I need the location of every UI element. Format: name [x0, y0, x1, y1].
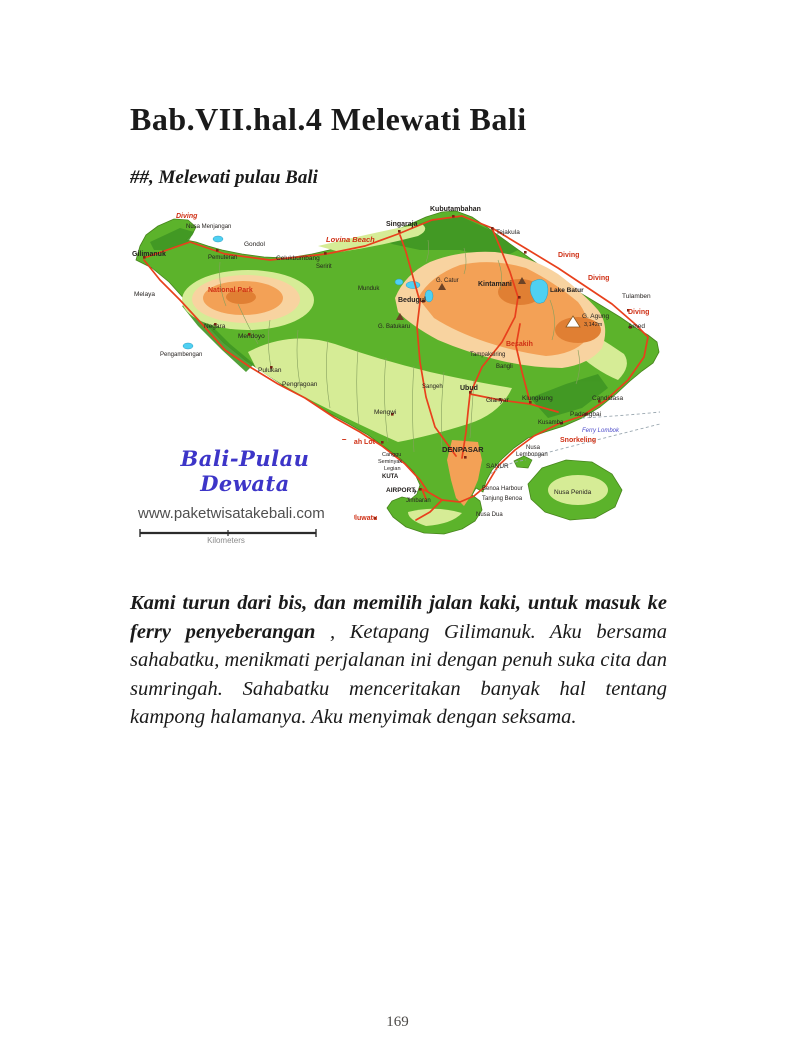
ferry-routes: [489, 411, 660, 475]
map-brand-title: Bali-Pulau Dewata: [180, 446, 310, 496]
map-label: Melaya: [134, 291, 155, 298]
lakes: [182, 235, 549, 350]
map-label: Kubutambahan: [430, 206, 481, 213]
map-label: Munduk: [358, 286, 380, 292]
map-label: Nusa Penida: [554, 489, 592, 496]
map-label: Candidasa: [592, 395, 623, 402]
map-label: Tulamben: [622, 293, 651, 300]
map-label: Snorkeling: [560, 437, 596, 444]
lake-beratan: [424, 289, 434, 303]
rivers: [219, 239, 580, 453]
map-label: Nusa Dua: [476, 512, 503, 518]
map-label: Diving: [588, 275, 609, 282]
map-label: Diving: [558, 252, 579, 259]
map-label: Jimbaran: [406, 498, 431, 504]
gunung-catur-peak: [438, 283, 446, 290]
map-label: 3,142m: [584, 322, 603, 328]
map-label: G. Batukaru: [378, 324, 410, 330]
nusa-lembongan-shape: [513, 455, 533, 469]
map-label: Kusamba: [538, 420, 564, 426]
map-label: Pengambengan: [160, 352, 202, 358]
map-scale-label: Kilometers: [207, 536, 245, 545]
airport-icon: ✈: [412, 489, 418, 496]
map-label: Gilimanuk: [132, 251, 166, 258]
map-label: Besakih: [506, 341, 533, 348]
map-label: Uluwatu: [350, 515, 377, 522]
map-label: Benoa Harbour: [482, 486, 523, 492]
map-label: Klungkung: [522, 395, 553, 402]
map-label: Tampaksiring: [470, 352, 505, 358]
map-watermark: Bali-Pulau Dewata www.paketwisatakebali.…: [136, 440, 354, 545]
map-labels: Diving Nusa Menjangan Gilimanuk Melaya Negar…: [132, 206, 651, 522]
map-label: Legian: [384, 466, 401, 472]
map-label: Pemuteran: [208, 255, 237, 261]
page-title: Bab.VII.hal.4 Melewati Bali: [130, 101, 527, 137]
map-label: Mengwi: [374, 409, 396, 416]
map-label: Amed: [628, 323, 645, 330]
map-label: Pengragoan: [282, 381, 318, 388]
map-label: Pulukan: [258, 367, 282, 374]
page-number: 169: [386, 1014, 409, 1030]
map-label: Negara: [204, 323, 226, 330]
map-label: Celukbumbang: [276, 255, 320, 262]
map-label: Ubud: [460, 385, 478, 392]
map-label: Lembongan: [516, 452, 548, 458]
page-subtitle: ##, Melewati pulau Bali: [130, 167, 318, 188]
map-label: Tejakula: [496, 229, 520, 236]
map-label: Seririt: [316, 264, 332, 270]
map-label: Nusa: [526, 445, 541, 451]
town-markers: [143, 215, 632, 520]
map-label: Bangli: [496, 364, 513, 370]
map-label: Sangeh: [422, 384, 443, 390]
map-label: Lake Batur: [550, 287, 584, 294]
lake-batur: [530, 279, 549, 304]
map-label: Nusa Menjangan: [186, 224, 231, 230]
map-label: DENPASAR: [442, 445, 484, 454]
map-label: G. Agung: [582, 313, 609, 320]
bali-map-image: ✈ Diving Nusa Menjangan Gilimanuk Melaya Neg…: [132, 206, 660, 535]
map-label: AIRPORT: [386, 487, 415, 494]
map-label: G. Catur: [436, 278, 459, 284]
map-label: Bedugul: [398, 297, 426, 304]
body-paragraph: Kami turun dari bis, dan memilih jalan k…: [130, 589, 667, 732]
map-label: Gianyar: [486, 397, 510, 404]
lake-tamblingan: [394, 278, 404, 286]
map-label: Lovina Beach: [326, 235, 375, 244]
map-label: Kintamani: [478, 281, 512, 288]
bali-map-figure: ✈ Diving Nusa Menjangan Gilimanuk Melaya Neg…: [130, 202, 660, 545]
map-label: SANUR: [486, 463, 509, 470]
map-label: Ferry Lombok: [582, 428, 620, 434]
map-scale-bar: [138, 528, 354, 538]
paragraph-bold-lead: Kami turun dari bis, dan memilih jalan k…: [130, 592, 667, 643]
map-label: National Park: [208, 287, 253, 294]
map-brand-url: www.paketwisatakebali.com: [138, 505, 325, 522]
map-label: Padangbai: [570, 411, 601, 418]
map-label: Tanjung Benoa: [482, 496, 523, 502]
map-label: Gondol: [244, 241, 266, 248]
map-label: Singaraja: [386, 221, 418, 228]
map-label: Canggu: [382, 452, 401, 458]
paragraph-rest: , Ketapang Gilimanuk. Aku bersama sahaba…: [130, 620, 667, 729]
map-label: Mendoyo: [238, 333, 265, 340]
peak-patches: [226, 279, 601, 343]
gunung-batukaru-peak: [396, 313, 404, 320]
gunung-agung-peak: [565, 315, 581, 328]
peak-markers: [396, 277, 581, 328]
gunung-batur-peak: [518, 277, 526, 284]
map-label: Tanah Lot: [342, 439, 376, 446]
map-label: KUTA: [382, 474, 399, 480]
map-label: Diving: [176, 213, 198, 220]
map-label: Diving: [628, 309, 649, 316]
scale-bar-graphic: [139, 529, 317, 537]
lake-buyan: [405, 281, 421, 289]
map-label: Seminyak: [378, 459, 402, 465]
